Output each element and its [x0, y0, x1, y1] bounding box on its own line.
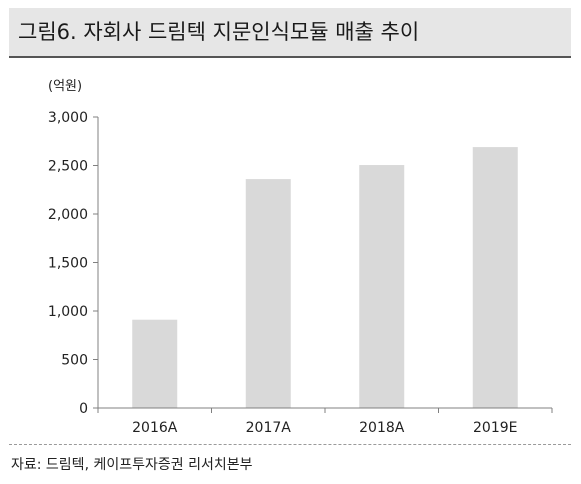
y-tick-label: 0: [79, 401, 88, 417]
y-tick-label: 1,000: [48, 304, 88, 320]
axes: [97, 117, 553, 413]
source-note: 자료: 드림텍, 케이프투자증권 리서치본부: [11, 457, 253, 473]
footer-divider: [9, 444, 571, 445]
bars: [132, 147, 518, 408]
bar-2018A: [359, 165, 405, 408]
bar-2016A: [132, 319, 178, 408]
y-tick-label: 500: [61, 353, 88, 369]
chart-title: 그림6. 자회사 드림텍 지문인식모듈 매출 추이: [18, 20, 420, 44]
chart-title-bar: 그림6. 자회사 드림텍 지문인식모듈 매출 추이: [9, 8, 571, 58]
y-tick-label: 1,500: [48, 256, 88, 272]
x-tick-label: 2016A: [132, 420, 178, 436]
y-axis-ticks: 0 500 1,000 1,500 2,000 2,500 3,000: [48, 110, 98, 417]
y-axis-unit-label: (억원): [48, 79, 82, 94]
x-tick-label: 2018A: [359, 420, 405, 436]
bar-2019E: [472, 147, 518, 408]
x-tick-label: 2017A: [246, 420, 292, 436]
x-tick-label: 2019E: [473, 420, 517, 436]
bar-2017A: [245, 179, 291, 408]
y-tick-label: 2,500: [48, 159, 88, 175]
y-tick-label: 2,000: [48, 207, 88, 223]
y-tick-label: 3,000: [48, 110, 88, 126]
x-axis-labels: 2016A 2017A 2018A 2019E: [132, 420, 517, 436]
